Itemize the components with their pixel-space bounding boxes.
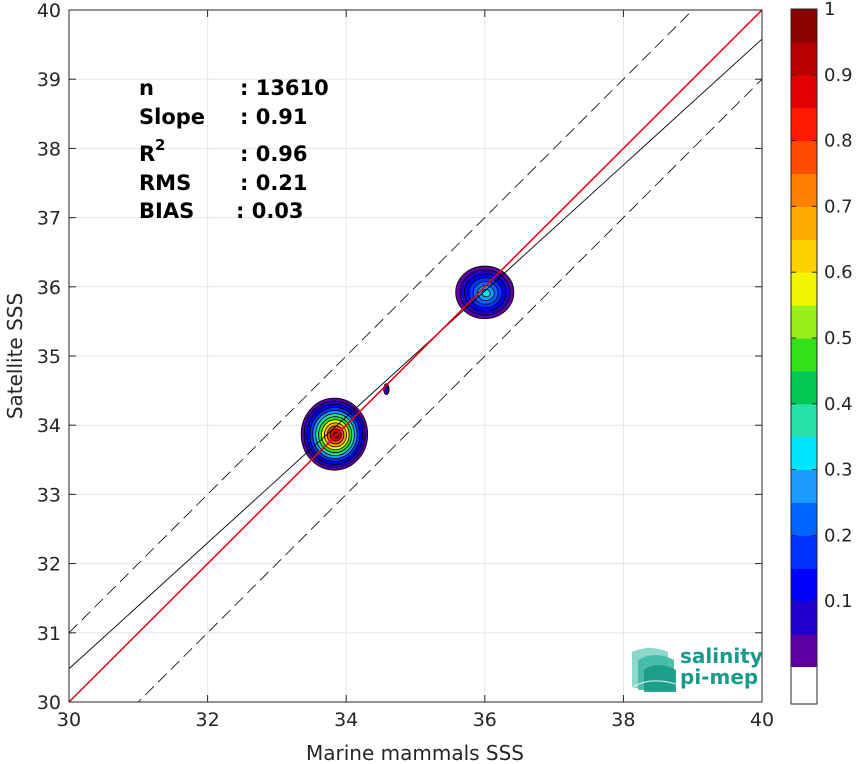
colorbar-tick-label: 0.3: [824, 460, 853, 481]
colorbar-frame: [790, 8, 818, 705]
y-tick-label: 38: [37, 138, 61, 160]
colorbar-tick-label: 0.8: [824, 131, 853, 152]
regression-line: [69, 38, 762, 670]
colorbar-segment: [791, 338, 817, 372]
x-axis-ticks: 30 32 34 36 38 40: [57, 10, 774, 731]
colorbar-empty-segment: [791, 667, 817, 704]
y-tick-label: 40: [37, 0, 61, 22]
colorbar-tick-label: 0.4: [824, 394, 853, 415]
stat-r2-label: R: [139, 142, 155, 166]
identity-line: [69, 10, 762, 702]
density-contour-1-6: [481, 289, 491, 298]
colorbar-segment: [791, 535, 817, 569]
stat-n-label: n: [139, 76, 154, 100]
colorbar-segment: [791, 305, 817, 339]
y-tick-label: 30: [37, 692, 61, 714]
colorbar-segment: [791, 9, 817, 43]
colorbar-segment: [791, 403, 817, 438]
x-tick-label: 40: [750, 709, 774, 731]
y-tick-label: 39: [37, 69, 61, 91]
colorbar: 0.1 0.2 0.3 0.4 0.5 0.6 0.7 0.8 0.9 1: [790, 0, 853, 705]
stat-slope-value: : 0.91: [240, 105, 308, 129]
colorbar-tick-label: 0.2: [824, 525, 853, 546]
reference-lines: [69, 10, 762, 702]
colorbar-segment: [791, 239, 817, 273]
colorbar-tick-label: 0.6: [824, 262, 853, 283]
colorbar-segment: [791, 370, 817, 405]
y-tick-label: 35: [37, 346, 61, 368]
colorbar-tick-label: 0.5: [824, 328, 853, 349]
colorbar-segment: [791, 140, 817, 174]
colorbar-segment: [791, 601, 817, 635]
envelope-line: [137, 78, 762, 702]
colorbar-segment: [791, 206, 817, 240]
y-tick-label: 31: [37, 623, 61, 645]
y-axis-title: Satellite SSS: [3, 293, 27, 419]
stat-slope-label: Slope: [139, 105, 205, 129]
x-tick-label: 32: [196, 709, 220, 731]
colorbar-segment: [791, 107, 817, 142]
stat-r2-value: : 0.96: [240, 142, 308, 166]
y-axis-ticks: 30 31 32 33 34 35 36 37 38 39 40: [37, 0, 762, 714]
stat-rms-value: : 0.21: [240, 171, 308, 195]
x-axis-title: Marine mammals SSS: [306, 741, 524, 764]
y-tick-label: 32: [37, 554, 61, 576]
y-tick-label: 37: [37, 208, 61, 230]
y-tick-label: 36: [37, 277, 61, 299]
colorbar-segment: [791, 634, 817, 668]
colorbar-segment: [791, 469, 817, 503]
x-tick-label: 38: [611, 709, 635, 731]
x-tick-label: 34: [334, 709, 358, 731]
colorbar-tick-label: 0.9: [824, 65, 853, 86]
density-contour-2-1: [385, 386, 390, 393]
logo-line2: pi-mep: [680, 665, 758, 689]
colorbar-segment: [791, 436, 817, 471]
logo-line1: salinity: [680, 644, 763, 668]
colorbar-tick-label: 1: [824, 0, 835, 20]
colorbar-segment: [791, 272, 817, 306]
salinity-pi-mep-logo: salinity pi-mep: [631, 644, 763, 692]
colorbar-segment: [791, 502, 817, 536]
colorbar-segment: [791, 173, 817, 207]
stat-bias-label: BIAS: [139, 199, 194, 223]
x-tick-label: 36: [473, 709, 497, 731]
colorbar-tick-label: 0.1: [824, 591, 853, 612]
colorbar-tick-label: 0.7: [824, 196, 853, 217]
stat-rms-label: RMS: [139, 171, 191, 195]
y-tick-label: 34: [37, 415, 61, 437]
y-tick-label: 33: [37, 484, 61, 506]
stat-bias-value: : 0.03: [236, 199, 304, 223]
stats-box: n : 13610 Slope : 0.91 R 2 : 0.96 RMS : …: [139, 76, 329, 223]
density-contours: [300, 265, 515, 471]
colorbar-segment: [791, 74, 817, 109]
colorbar-segment: [791, 568, 817, 602]
stat-n-value: : 13610: [240, 76, 329, 100]
x-tick-label: 30: [57, 709, 81, 731]
envelope-line: [69, 10, 694, 634]
colorbar-segment: [791, 41, 817, 76]
stat-r2-superscript: 2: [155, 136, 165, 154]
wave-logo-icon: [631, 648, 677, 692]
